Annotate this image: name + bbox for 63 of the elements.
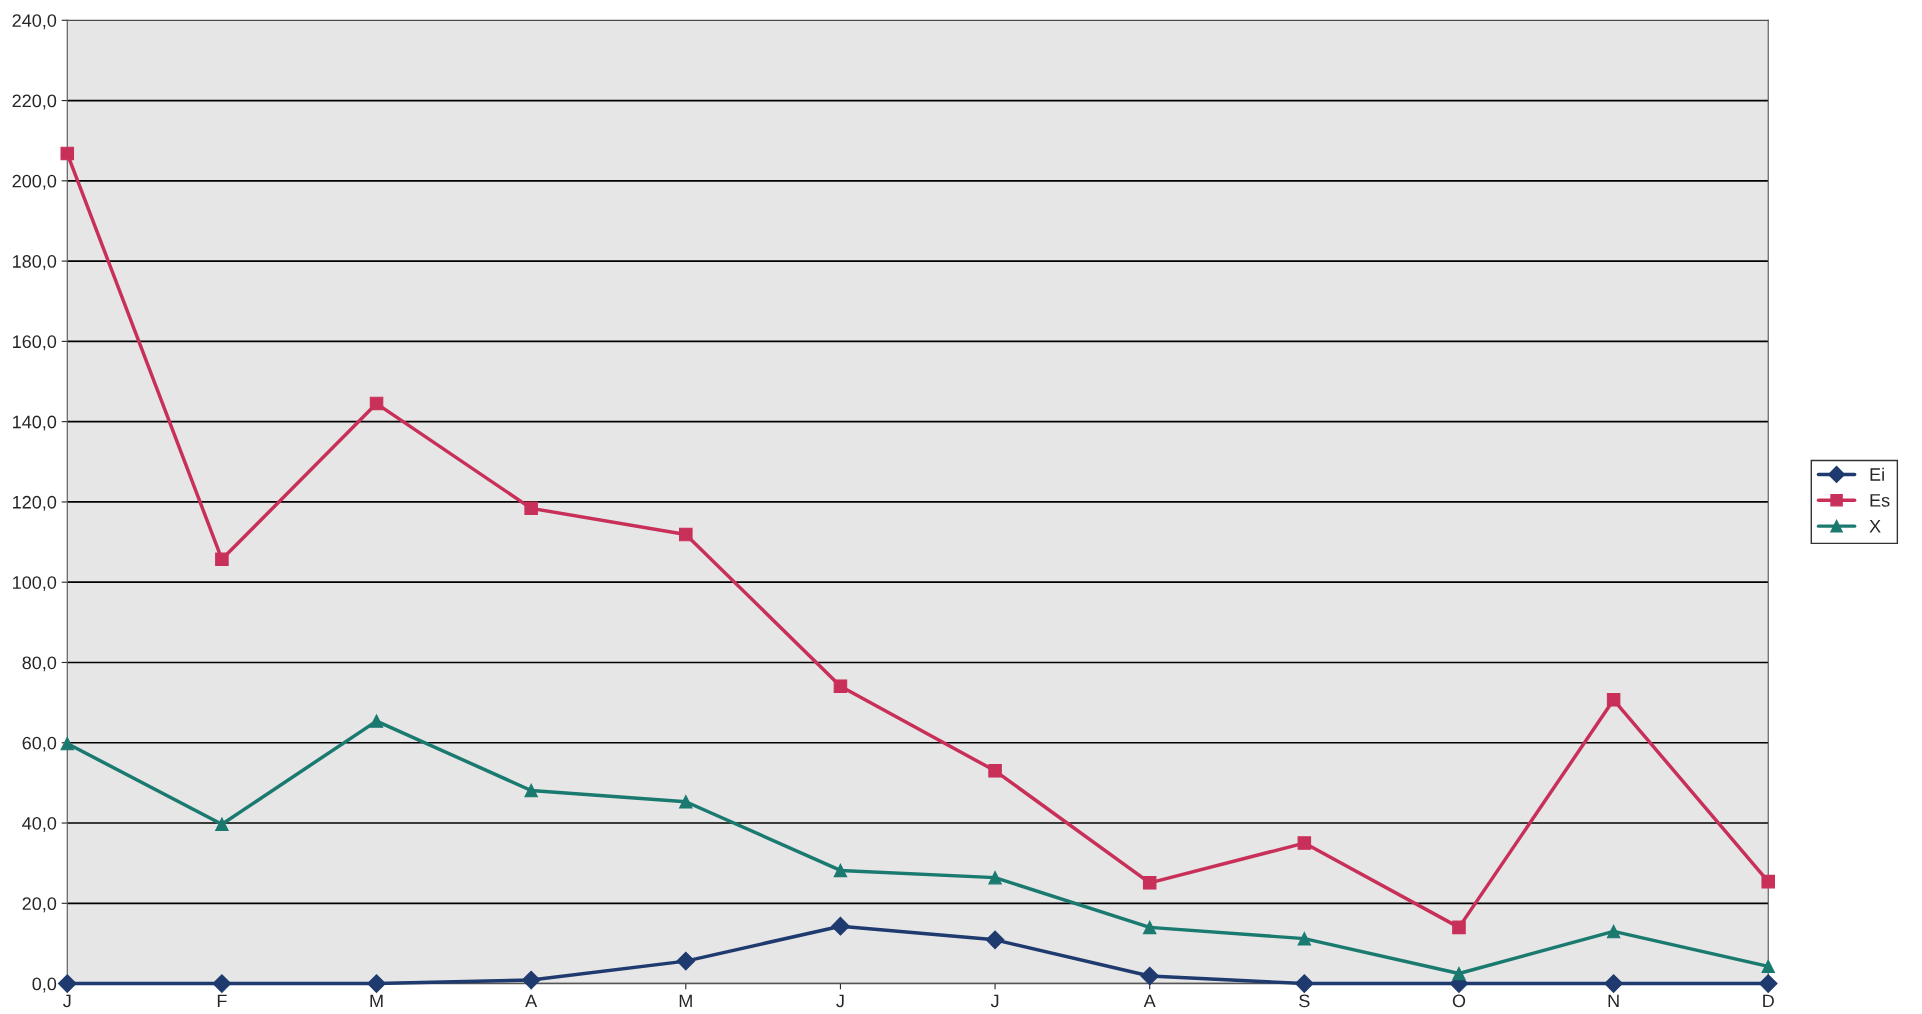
point [369, 714, 384, 728]
point [1758, 974, 1778, 993]
x-tick-label: J [990, 994, 999, 1008]
point [1761, 874, 1776, 889]
point [1761, 959, 1776, 974]
point [524, 501, 538, 516]
point [988, 764, 1002, 778]
y-tick-label: 120,0 [13, 495, 57, 511]
y-tick-label: 240,0 [12, 14, 57, 30]
point [831, 916, 850, 936]
x-tick-label: S [1299, 994, 1310, 1008]
point [988, 870, 1002, 885]
point [524, 783, 538, 798]
point [215, 552, 229, 567]
point [57, 974, 77, 993]
point [521, 970, 541, 990]
y-tick-label: 20,0 [22, 897, 57, 913]
point [1297, 931, 1312, 946]
y-tick-label: 140,0 [13, 415, 57, 431]
point [833, 863, 848, 878]
y-tick-label: 160,0 [13, 335, 57, 351]
x-tick-label: O [1452, 994, 1466, 1008]
legend-label: X [1869, 520, 1881, 533]
y-tick-label: 60,0 [22, 736, 57, 752]
x-tick-label: D [1763, 994, 1774, 1008]
point [1142, 920, 1157, 935]
x-tick-label: N [1608, 994, 1619, 1008]
x-tick-label: A [525, 994, 538, 1008]
point [679, 794, 693, 809]
point [369, 396, 384, 411]
x-tick-label: M [370, 994, 383, 1008]
point [1606, 693, 1621, 707]
y-tick-label: 180,0 [13, 255, 57, 270]
y-tick-label: 80,0 [22, 656, 57, 672]
point [679, 527, 693, 542]
point [1142, 876, 1157, 890]
point [1604, 974, 1623, 993]
point [985, 930, 1005, 950]
x-tick-label: M [679, 994, 692, 1008]
x-tick-label: J [63, 994, 71, 1008]
point [212, 974, 232, 993]
point [367, 974, 386, 993]
point [215, 817, 229, 831]
point [60, 146, 75, 161]
point [1294, 974, 1314, 993]
y-tick-label: 40,0 [22, 816, 57, 832]
y-tick-label: 200,0 [12, 174, 57, 190]
y-tick-label: 100,0 [13, 576, 57, 592]
legend-label: Ei [1870, 467, 1884, 481]
point [833, 679, 848, 693]
legend-label: Es [1870, 494, 1890, 507]
point [1452, 966, 1466, 981]
x-tick-label: F [217, 994, 227, 1008]
point [60, 736, 75, 751]
point [676, 951, 696, 971]
y-tick-label: 0,0 [32, 977, 57, 993]
point [1606, 924, 1621, 939]
point [1140, 966, 1160, 986]
x-tick-label: A [1143, 994, 1156, 1008]
point [1297, 836, 1312, 850]
point [1452, 920, 1466, 935]
x-tick-label: J [836, 994, 844, 1008]
y-tick-label: 220,0 [12, 94, 57, 110]
